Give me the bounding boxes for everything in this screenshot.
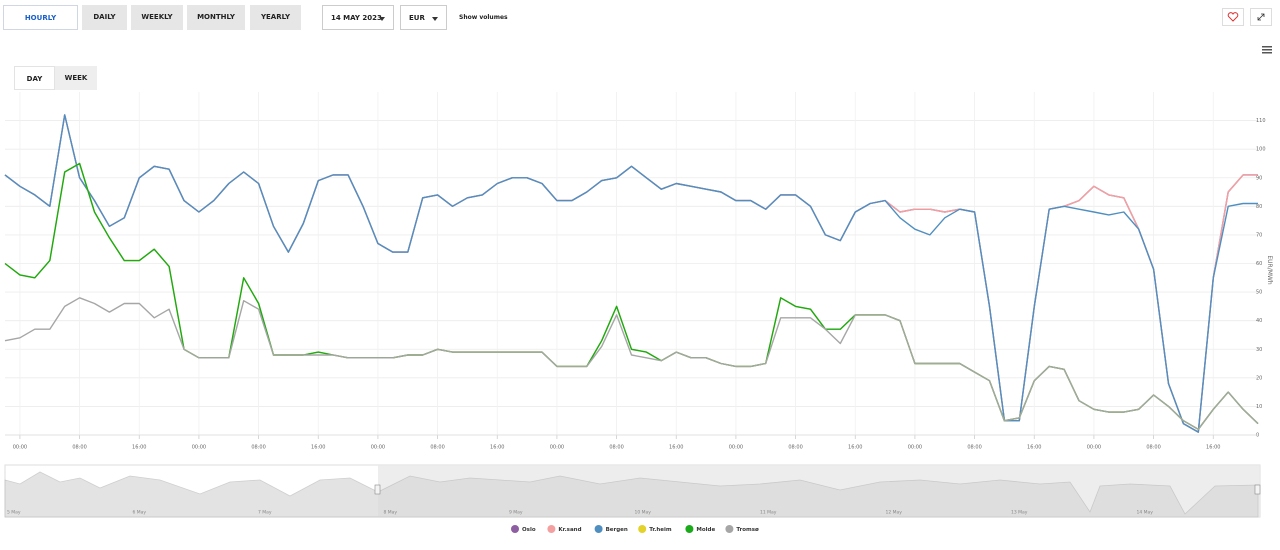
volumes-toggle[interactable]: Show volumes (459, 14, 508, 21)
period-button[interactable]: DAILY (82, 5, 127, 30)
x-tick-label: 00:00 (550, 445, 564, 451)
x-tick-label: 08:00 (967, 445, 981, 451)
y-tick-label: 40 (1256, 318, 1262, 324)
x-tick-label: 00:00 (908, 445, 922, 451)
y-tick-label: 90 (1256, 175, 1262, 181)
x-tick-label: 16:00 (669, 445, 683, 451)
legend-marker (511, 525, 519, 533)
navigator-label: 6 May (133, 510, 147, 516)
heart-icon (1227, 12, 1239, 22)
date-dropdown[interactable]: 14 MAY 2023 (322, 5, 394, 30)
y-tick-label: 70 (1256, 232, 1262, 238)
period-button[interactable]: MONTHLY (187, 5, 245, 30)
legend-marker (685, 525, 694, 533)
series-line (4, 114, 1258, 433)
x-tick-label: 00:00 (371, 445, 385, 451)
series-line (4, 297, 1259, 430)
grid (5, 92, 1258, 436)
navigator-label: 10 May (635, 510, 652, 516)
view-tab[interactable]: DAY (14, 66, 55, 90)
y-tick-label: 110 (1256, 118, 1266, 124)
x-tick-label: 00:00 (1087, 445, 1101, 451)
y-tick-label: 100 (1256, 147, 1266, 153)
view-tab[interactable]: WEEK (55, 66, 97, 90)
legend-marker (725, 525, 734, 533)
navigator-label: 14 May (1137, 510, 1154, 516)
x-tick-label: 16:00 (1206, 445, 1220, 451)
x-tick-label: 16:00 (1027, 445, 1041, 451)
y-tick-label: 30 (1256, 347, 1262, 353)
navigator-label: 5 May (7, 510, 21, 516)
x-tick-label: 16:00 (311, 445, 325, 451)
currency-dropdown[interactable]: EUR (400, 5, 447, 30)
legend-item[interactable]: Tromsø (725, 525, 759, 533)
x-tick-label: 08:00 (788, 445, 802, 451)
legend-marker (594, 525, 603, 533)
legend-label: Kr.sand (558, 527, 581, 533)
x-tick-label: 16:00 (490, 445, 504, 451)
menu-icon[interactable] (1262, 45, 1274, 55)
legend-item[interactable]: Tr.heim (638, 525, 672, 533)
navigator-handle[interactable] (374, 484, 381, 495)
x-tick-label: 00:00 (13, 445, 27, 451)
navigator-handle[interactable] (1254, 484, 1261, 495)
x-tick-label: 08:00 (430, 445, 444, 451)
legend-label: Bergen (606, 527, 628, 533)
period-button[interactable]: WEEKLY (131, 5, 183, 30)
y-tick-label: 60 (1256, 261, 1262, 267)
legend-label: Oslo (522, 527, 536, 533)
x-tick-label: 08:00 (1146, 445, 1160, 451)
x-tick-label: 08:00 (72, 445, 86, 451)
fullscreen-button[interactable] (1250, 8, 1272, 26)
y-tick-label: 50 (1256, 290, 1262, 296)
legend-item[interactable]: Molde (685, 525, 715, 533)
legend-marker (638, 525, 647, 533)
series-line (4, 114, 1258, 433)
y-tick-label: 20 (1256, 375, 1262, 381)
y-tick-label: 0 (1256, 433, 1259, 439)
legend-item[interactable]: Oslo (511, 525, 536, 533)
x-tick-label: 00:00 (192, 445, 206, 451)
favorite-button[interactable] (1222, 8, 1244, 26)
period-button[interactable]: HOURLY (3, 5, 78, 30)
navigator-label: 9 May (509, 510, 523, 516)
legend-label: Molde (696, 527, 715, 533)
navigator-label: 11 May (760, 510, 777, 516)
y-tick-label: 10 (1256, 404, 1262, 410)
x-tick-label: 16:00 (132, 445, 146, 451)
y-axis-label: EUR/MWh (1266, 255, 1273, 284)
legend-label: Tr.heim (649, 527, 672, 533)
legend-item[interactable]: Kr.sand (547, 525, 582, 533)
legend-marker (547, 525, 556, 533)
navigator-series (4, 471, 1259, 518)
x-tick-label: 00:00 (729, 445, 743, 451)
expand-icon (1257, 13, 1265, 21)
legend-label: Tromsø (736, 527, 759, 533)
navigator-label: 13 May (1011, 510, 1028, 516)
navigator-label: 8 May (384, 510, 398, 516)
legend-item[interactable]: Bergen (594, 525, 628, 533)
x-tick-label: 08:00 (251, 445, 265, 451)
navigator-label: 12 May (886, 510, 903, 516)
navigator (4, 464, 1261, 518)
x-tick-label: 08:00 (609, 445, 623, 451)
y-tick-label: 80 (1256, 204, 1262, 210)
x-tick-label: 16:00 (848, 445, 862, 451)
period-button[interactable]: YEARLY (250, 5, 301, 30)
navigator-label: 7 May (258, 510, 272, 516)
series-line (4, 114, 1258, 433)
